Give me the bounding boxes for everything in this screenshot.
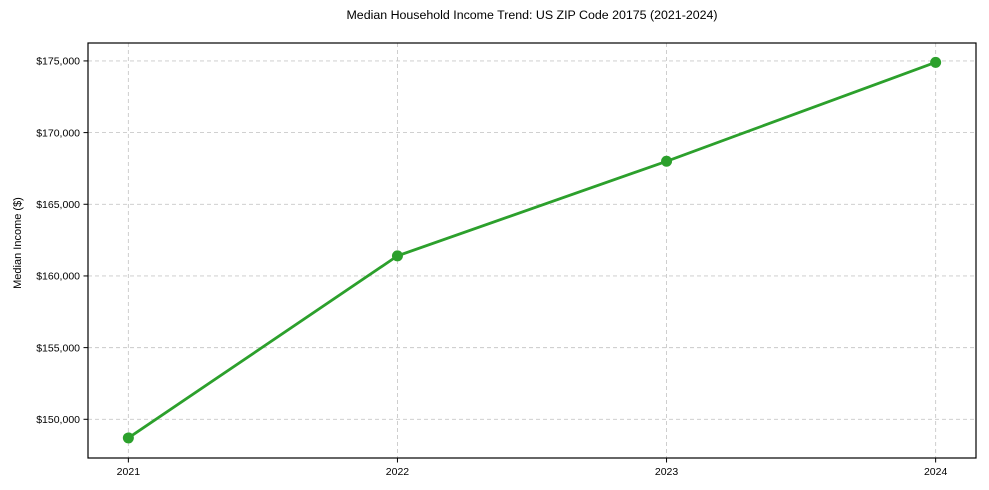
y-tick-label: $160,000 [36,271,80,283]
y-tick-label: $155,000 [36,342,80,354]
plot-frame [87,42,977,459]
chart-title: Median Household Income Trend: US ZIP Co… [346,8,718,22]
y-axis-label: Median Income ($) [12,197,24,289]
x-tick-label: 2021 [117,466,141,478]
y-tick-label: $150,000 [36,414,80,426]
y-tick-label: $175,000 [36,56,80,68]
x-tick-label: 2024 [924,466,948,478]
y-tick-label: $165,000 [36,199,80,211]
x-tick-label: 2022 [386,466,410,478]
y-tick-label: $170,000 [36,127,80,139]
data-point-2022 [391,250,403,262]
x-tick-label: 2023 [655,466,679,478]
data-point-2023 [661,155,673,167]
trend-line [126,60,938,440]
data-point-2024 [930,56,942,68]
data-point-2021 [122,432,134,444]
